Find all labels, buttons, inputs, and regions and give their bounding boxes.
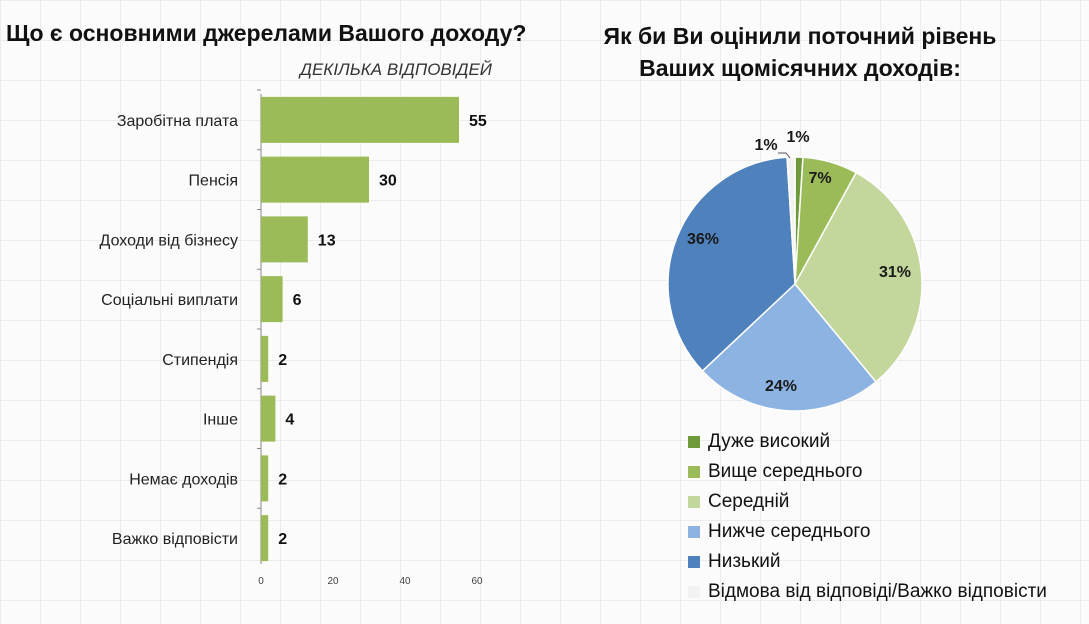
legend-label: Вище середнього xyxy=(708,461,863,482)
x-tick-label: 20 xyxy=(327,576,339,587)
category-label: Соціальні виплати xyxy=(101,292,238,309)
legend-item: Середній xyxy=(688,490,789,514)
pie-slice xyxy=(667,156,796,372)
bar xyxy=(261,515,269,562)
category-label: Доходи від бізнесу xyxy=(100,232,238,249)
legend-label: Низький xyxy=(708,551,781,572)
data-label: 2 xyxy=(278,531,287,548)
legend-swatch xyxy=(688,526,700,538)
pie-slice xyxy=(786,156,796,285)
legend-label: Дуже високий xyxy=(708,431,831,452)
data-label: 2 xyxy=(278,352,287,369)
legend-label: Середній xyxy=(708,491,790,512)
legend-item: Дуже високий xyxy=(688,430,830,454)
category-label: Стипендія xyxy=(162,352,238,369)
data-label: 6 xyxy=(293,292,302,309)
pie-slice xyxy=(794,171,923,383)
bar xyxy=(261,335,269,382)
category-label: Пенсія xyxy=(189,173,238,190)
pie-data-label: 24% xyxy=(765,378,797,395)
bar xyxy=(261,96,459,143)
pie-data-label: 31% xyxy=(879,264,911,281)
category-label: Немає доходів xyxy=(129,471,238,488)
data-label: 13 xyxy=(318,232,336,249)
legend-label: Відмова від відповіді/Важко відповісти xyxy=(708,581,1047,602)
legend-swatch xyxy=(688,586,700,598)
legend-swatch xyxy=(688,496,700,508)
category-label: Інше xyxy=(203,412,238,429)
pie-data-label: 36% xyxy=(687,231,719,248)
pie-title-line: Ваших щомісячних доходів: xyxy=(639,55,961,81)
bar-chart-title: Що є основними джерелами Вашого доходу? xyxy=(6,20,527,46)
legend-swatch xyxy=(688,436,700,448)
data-label: 30 xyxy=(379,173,397,190)
legend-item: Вище середнього xyxy=(688,460,862,484)
data-label: 2 xyxy=(278,471,287,488)
bar xyxy=(261,276,283,323)
legend-swatch xyxy=(688,556,700,568)
x-tick-label: 0 xyxy=(258,576,264,587)
legend-item: Нижче середнього xyxy=(688,520,870,544)
bar-chart-subtitle: ДЕКІЛЬКА ВІДПОВІДЕЙ xyxy=(300,60,492,79)
pie-chart-title: Як би Ви оцінили поточний рівень Ваших щ… xyxy=(590,20,1010,84)
bar xyxy=(261,455,269,502)
pie-data-label: 1% xyxy=(754,137,777,154)
legend-label: Нижче середнього xyxy=(708,521,871,542)
bar xyxy=(261,216,308,263)
leader-line xyxy=(778,152,791,159)
legend-item: Відмова від відповіді/Важко відповісти xyxy=(688,580,1047,604)
category-label: Заробітна плата xyxy=(117,113,238,130)
pie-slice xyxy=(701,282,878,412)
bar xyxy=(261,156,369,203)
pie-data-label: 7% xyxy=(808,170,831,187)
legend-item: Низький xyxy=(688,550,780,574)
legend-swatch xyxy=(688,466,700,478)
pie-title-line: Як би Ви оцінили поточний рівень xyxy=(603,23,997,49)
bar xyxy=(261,395,276,442)
category-label: Важко відповісти xyxy=(112,531,238,548)
data-label: 55 xyxy=(469,113,487,130)
data-label: 4 xyxy=(285,412,294,429)
x-tick-label: 40 xyxy=(399,576,411,587)
x-tick-label: 60 xyxy=(471,576,483,587)
pie-data-label: 1% xyxy=(786,129,809,146)
